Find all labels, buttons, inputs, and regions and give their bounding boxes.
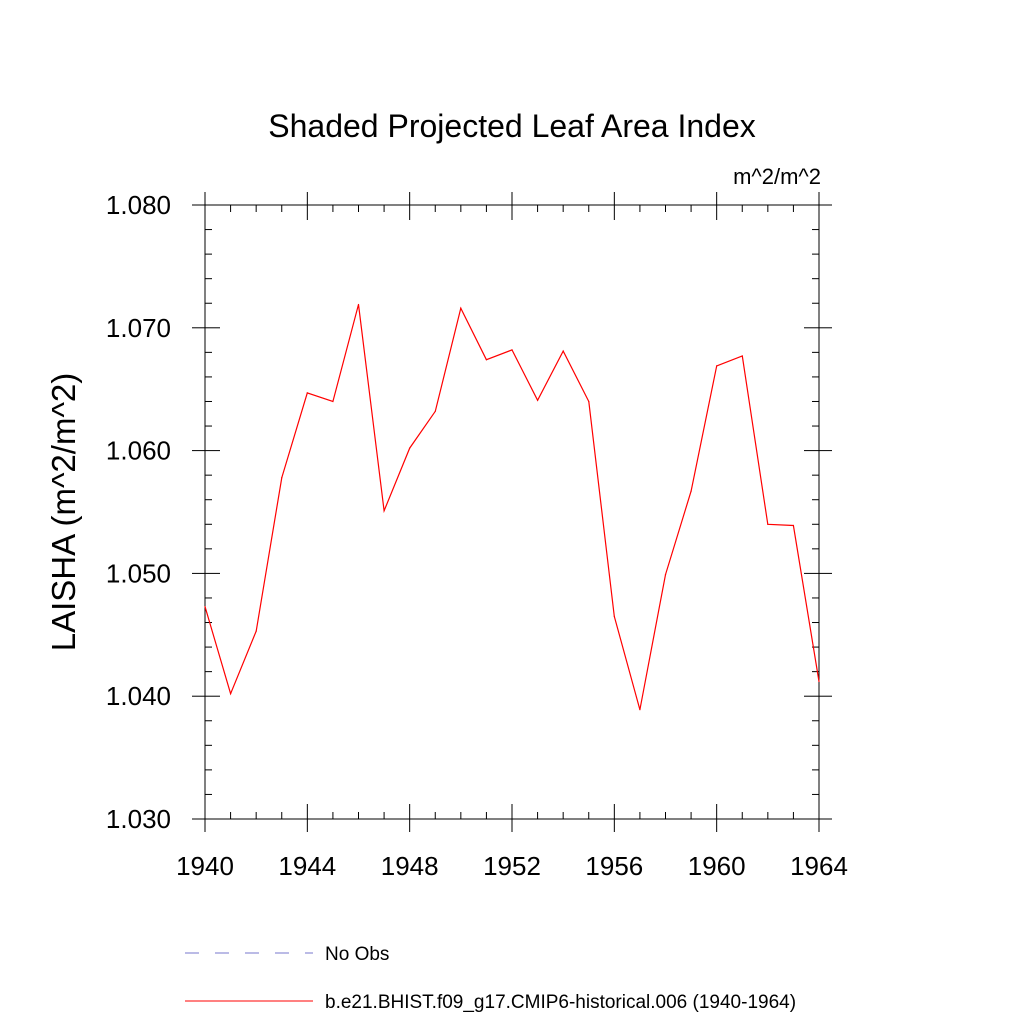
data-point	[818, 680, 820, 683]
x-tick-label: 1940	[176, 851, 234, 881]
data-point	[255, 630, 257, 632]
data-point	[716, 365, 718, 367]
data-point	[332, 400, 334, 403]
chart-title: Shaded Projected Leaf Area Index	[268, 108, 755, 144]
y-axis-label: LAISHA (m^2/m^2)	[45, 373, 82, 652]
legend: No Obs b.e21.BHIST.f09_g17.CMIP6-historic…	[185, 944, 796, 1013]
data-point	[690, 490, 692, 492]
axis-tick-labels: 1940 1944 1948 1952 1956 1960 1964 1.030 1.040 1.…	[106, 190, 848, 881]
x-tick-label: 1956	[585, 851, 643, 881]
data-point	[613, 615, 615, 617]
series-line	[204, 304, 820, 710]
data-point	[511, 349, 513, 351]
legend-label: b.e21.BHIST.f09_g17.CMIP6-historical.006…	[325, 992, 796, 1013]
data-point	[485, 359, 488, 361]
y-tick-label: 1.060	[106, 436, 171, 466]
data-point	[229, 693, 232, 695]
data-point	[434, 410, 436, 412]
y-tick-label: 1.070	[106, 313, 171, 343]
x-tick-label: 1960	[688, 851, 746, 881]
y-tick-label: 1.040	[106, 681, 171, 711]
series-group	[204, 303, 820, 711]
x-tick-label: 1964	[790, 851, 848, 881]
data-point	[664, 574, 667, 576]
plot-frame	[204, 204, 820, 820]
data-point	[204, 605, 206, 608]
data-point	[792, 524, 795, 527]
units-label: m^2/m^2	[733, 164, 821, 189]
axis-ticks	[192, 192, 832, 832]
y-tick-label: 1.030	[106, 804, 171, 834]
data-point	[460, 307, 462, 309]
data-point	[536, 399, 539, 401]
x-tick-label: 1944	[278, 851, 336, 881]
data-point	[588, 400, 590, 403]
data-point	[767, 523, 769, 525]
data-point	[306, 392, 308, 394]
data-point	[639, 709, 641, 711]
data-point	[741, 355, 743, 357]
legend-label: No Obs	[325, 944, 389, 965]
data-point	[562, 350, 564, 352]
data-point	[409, 447, 411, 449]
data-point	[281, 477, 283, 479]
x-tick-label: 1952	[483, 851, 541, 881]
data-point	[383, 510, 385, 512]
data-point	[357, 303, 360, 306]
x-tick-label: 1948	[381, 851, 439, 881]
y-tick-label: 1.080	[106, 190, 171, 220]
y-tick-label: 1.050	[106, 558, 171, 588]
